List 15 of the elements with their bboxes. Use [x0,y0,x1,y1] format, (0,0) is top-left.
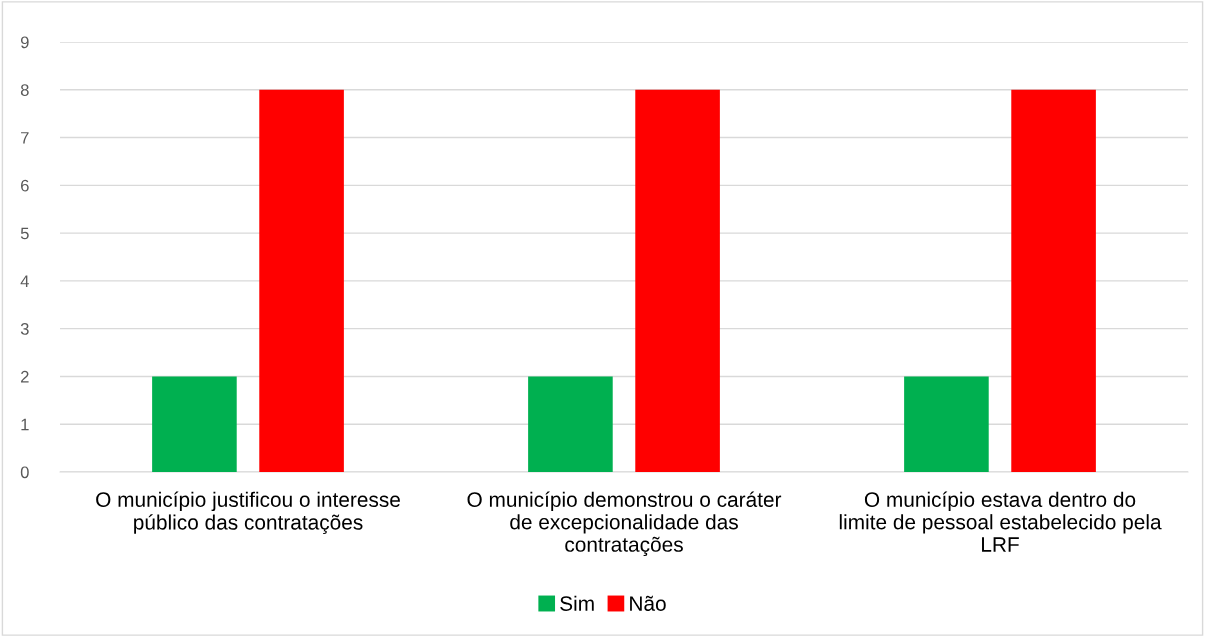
legend-label: Não [630,595,666,611]
x-tick-label: O município demonstrou o caráter de excepcionalidade das contratações [467,491,782,557]
y-tick-label: 1 [21,418,29,431]
y-tick-label: 2 [21,370,29,383]
y-tick-label: 7 [21,132,29,144]
x-tick-label: O município estava dentro do limite de pessoal estabelecido pela LRF [839,491,1162,552]
y-tick-label: 0 [20,466,29,479]
y-tick-label: 4 [20,275,29,287]
y-tick-label: 3 [20,323,29,335]
x-tick-label: O município justificou o interesse público das contratações [96,491,400,534]
y-tick-label: 9 [20,36,29,49]
y-tick-label: 5 [20,227,29,240]
legend-label: Sim [560,595,594,611]
y-tick-label: 6 [21,179,29,192]
y-tick-label: 8 [20,84,29,96]
